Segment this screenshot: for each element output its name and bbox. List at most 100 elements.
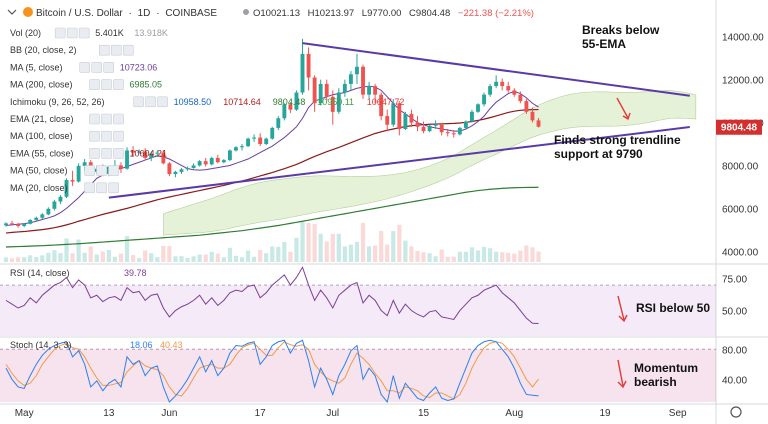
candle-body <box>306 53 311 78</box>
candle-body <box>149 153 154 158</box>
candle <box>240 144 244 151</box>
note-trendline-2: support at 9790 <box>554 147 643 161</box>
candle-body <box>221 160 226 163</box>
indicator-row: EMA (55, close) 10604.21 <box>10 148 167 159</box>
volume-bar <box>330 233 335 262</box>
volume-bar <box>137 258 142 262</box>
indicator-value: 13.918K <box>134 28 168 38</box>
candle <box>476 103 480 113</box>
candle <box>379 92 384 121</box>
volume-bar <box>64 238 69 262</box>
volume-bar <box>524 245 529 262</box>
trendline-lower <box>108 126 690 199</box>
candle-body <box>312 77 317 104</box>
volume-bar <box>130 254 136 262</box>
candle-body <box>409 113 414 123</box>
settings-icon <box>101 148 112 159</box>
volume-bar <box>373 245 378 262</box>
settings-gear-icon[interactable] <box>730 406 742 418</box>
settings-icon <box>96 165 107 176</box>
note-momentum-2: bearish <box>634 375 677 389</box>
candle-body <box>215 157 220 163</box>
symbol-name: Bitcoin / U.S. Dollar <box>36 8 123 19</box>
rsi-band <box>0 285 716 336</box>
indicator-row: MA (200, close) 6985.05 <box>10 79 162 90</box>
candle <box>415 116 420 132</box>
bitcoin-logo-icon <box>23 7 33 17</box>
indicator-label: Vol (20) <box>10 28 41 38</box>
visibility-icon <box>89 130 100 142</box>
volume-bar <box>52 250 57 262</box>
trendline-upper <box>302 42 690 97</box>
candle-body <box>167 163 172 175</box>
volume-bar <box>348 244 354 262</box>
candle <box>445 128 450 137</box>
candle <box>209 156 214 166</box>
candle-body <box>524 101 529 112</box>
candle-body <box>476 104 480 112</box>
volume-bar <box>481 246 487 262</box>
candle-body <box>463 121 468 128</box>
candle-body <box>270 127 275 139</box>
volume-bar <box>34 257 39 262</box>
ohlc-close: C9804.48 <box>409 8 450 19</box>
candle <box>294 90 299 111</box>
volume-bar <box>385 244 390 262</box>
candle <box>494 75 499 89</box>
volume-bar <box>451 256 456 262</box>
volume-bar <box>336 233 341 262</box>
stoch-k-value: 18.06 <box>130 340 153 350</box>
volume-bar <box>173 256 178 262</box>
volume-bar <box>215 253 220 262</box>
candle-body <box>439 124 444 133</box>
svg-text:9804.48: 9804.48 <box>721 123 758 134</box>
volume-bar <box>233 255 239 262</box>
collapse-icon[interactable] <box>7 9 17 15</box>
candle <box>155 150 160 157</box>
candle-body <box>58 196 63 202</box>
candlesticks[interactable] <box>4 38 541 228</box>
time-tick: Jun <box>161 408 177 419</box>
candle-body <box>197 161 202 166</box>
candle-body <box>10 223 14 225</box>
volume-bar <box>245 250 251 262</box>
candle-body <box>324 83 329 97</box>
candle <box>312 75 317 112</box>
settings-icon <box>101 79 112 90</box>
volume-bar <box>415 250 420 262</box>
candle-body <box>470 111 474 122</box>
candle-body <box>482 94 486 105</box>
time-tick: Jul <box>326 408 339 419</box>
rsi-value: 39.78 <box>124 268 147 278</box>
indicator-row: Ichimoku (9, 26, 52, 26) 10958.50 10714.64… <box>10 96 404 108</box>
volume-bar <box>487 248 493 262</box>
volume-bar <box>457 251 462 262</box>
volume-bar <box>58 253 63 262</box>
volume-bar <box>312 223 317 262</box>
candle <box>518 91 523 104</box>
indicator-label: EMA (21, close) <box>10 114 74 124</box>
candle <box>203 157 208 167</box>
note-ema-break-1: Breaks below <box>582 23 660 37</box>
visibility-icon <box>84 182 95 194</box>
candle-body <box>131 150 136 153</box>
indicator-value: 10723.06 <box>120 62 158 72</box>
volume-bar <box>530 247 535 262</box>
candle-body <box>385 116 390 125</box>
candle <box>70 170 75 186</box>
indicator-legend[interactable]: Vol (20) 5.401K 13.918K BB (20, close, 2) MA… <box>10 27 404 194</box>
volume-bar <box>155 257 160 262</box>
visibility-icon <box>84 165 95 176</box>
cloud-area <box>163 90 697 236</box>
candle <box>361 64 365 99</box>
volume-bar <box>397 224 402 262</box>
candle-body <box>179 169 184 172</box>
candle <box>470 109 474 123</box>
close-icon <box>113 148 124 159</box>
volume-bar <box>360 223 366 262</box>
indicator-label: BB (20, close, 2) <box>10 45 77 55</box>
indicator-value: 5.401K <box>95 28 124 38</box>
